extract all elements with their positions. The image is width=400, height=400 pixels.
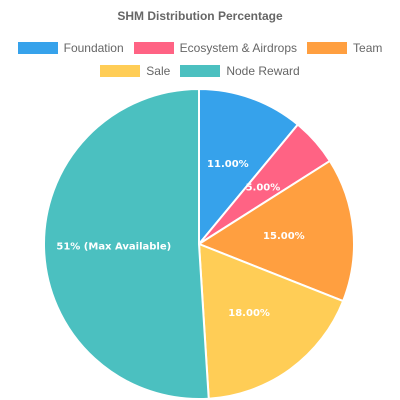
legend-item-foundation[interactable]: Foundation (17, 41, 124, 55)
legend-label-team: Team (353, 41, 383, 55)
legend-swatch-sale (100, 65, 141, 77)
legend-label-foundation: Foundation (63, 41, 124, 55)
legend-swatch-node-reward (180, 65, 221, 77)
legend-item-node-reward[interactable]: Node Reward (180, 64, 300, 78)
legend-second-row: Sale Node Reward (0, 64, 400, 78)
legend-item-team[interactable]: Team (307, 41, 382, 55)
pie-slice-node-reward[interactable] (43, 87, 210, 400)
data-label-sale: 18.00% (228, 308, 270, 319)
legend-swatch-foundation (17, 42, 58, 54)
data-label-ecosystem-airdrops: 5.00% (246, 183, 281, 194)
legend-label-sale: Sale (146, 64, 171, 78)
pie-slice-foundation[interactable] (198, 87, 300, 247)
data-label-foundation: 11.00% (207, 159, 249, 170)
legend-label-node-reward: Node Reward (226, 64, 300, 78)
legend-swatch-ecosystem-airdrops (133, 42, 174, 54)
legend-swatch-team (307, 42, 348, 54)
pie-slice-sale[interactable] (197, 242, 345, 400)
legend: Foundation Ecosystem & Airdrops Team (0, 41, 400, 55)
chart-title: SHM Distribution Percentage (117, 9, 283, 23)
pie-slice-team[interactable] (196, 159, 355, 303)
legend-label-ecosystem-airdrops: Ecosystem & Airdrops (179, 41, 298, 55)
legend-item-sale[interactable]: Sale (100, 64, 170, 78)
data-label-node-reward: 51% (Max Available) (56, 242, 171, 253)
legend-item-ecosystem-airdrops[interactable]: Ecosystem & Airdrops (133, 41, 298, 55)
data-label-team: 15.00% (263, 231, 305, 242)
